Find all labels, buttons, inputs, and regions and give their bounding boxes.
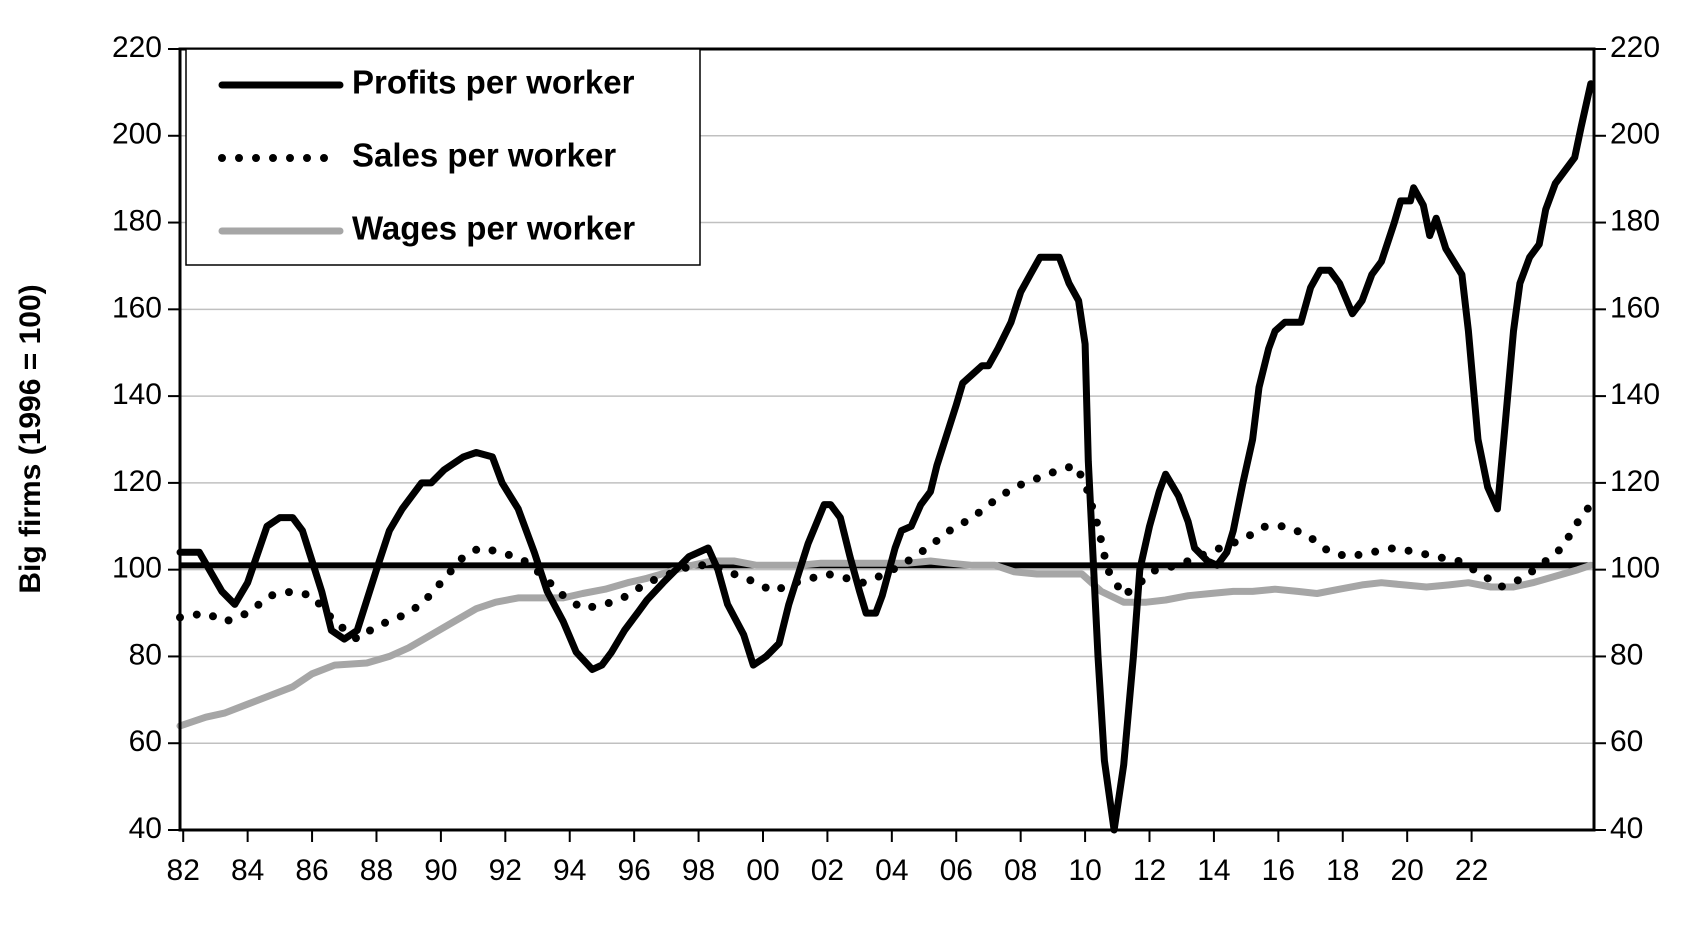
x-tick-label: 82 [167, 854, 200, 887]
y-tick-label: 220 [112, 31, 162, 64]
series-line [176, 80, 1595, 834]
legend-label: Wages per worker [352, 210, 635, 247]
y-tick-label: 140 [112, 378, 162, 411]
y-axis-label: Big firms (1996 = 100) [14, 284, 47, 593]
y2-tick-label: 220 [1610, 31, 1660, 64]
y2-tick-label: 80 [1610, 638, 1643, 671]
x-tick-label: 16 [1262, 854, 1295, 887]
x-tick-label: 02 [811, 854, 844, 887]
y2-tick-label: 60 [1610, 725, 1643, 758]
x-tick-label: 14 [1197, 854, 1230, 887]
y-tick-label: 80 [129, 638, 162, 671]
y2-tick-label: 180 [1610, 204, 1660, 237]
y-tick-label: 160 [112, 291, 162, 324]
y2-tick-label: 200 [1610, 118, 1660, 151]
y-tick-label: 200 [112, 118, 162, 151]
x-tick-label: 00 [746, 854, 779, 887]
x-tick-label: 98 [682, 854, 715, 887]
x-tick-label: 96 [617, 854, 650, 887]
y-tick-label: 100 [112, 552, 162, 585]
x-tick-label: 88 [360, 854, 393, 887]
y-tick-label: 60 [129, 725, 162, 758]
x-tick-label: 08 [1004, 854, 1037, 887]
x-tick-label: 90 [424, 854, 457, 887]
x-tick-label: 12 [1133, 854, 1166, 887]
x-tick-label: 04 [875, 854, 908, 887]
x-tick-label: 84 [231, 854, 264, 887]
x-tick-label: 18 [1326, 854, 1359, 887]
y2-tick-label: 160 [1610, 291, 1660, 324]
x-tick-label: 20 [1390, 854, 1423, 887]
series-line [176, 557, 1595, 730]
y-tick-label: 180 [112, 204, 162, 237]
x-tick-label: 06 [940, 854, 973, 887]
x-tick-label: 22 [1455, 854, 1488, 887]
y2-tick-label: 120 [1610, 465, 1660, 498]
x-tick-label: 92 [489, 854, 522, 887]
x-tick-label: 86 [295, 854, 328, 887]
y2-tick-label: 140 [1610, 378, 1660, 411]
legend-label: Profits per worker [352, 64, 635, 101]
y-tick-label: 40 [129, 812, 162, 845]
plot-frame [178, 47, 1596, 832]
legend-label: Sales per worker [352, 137, 616, 174]
series-line [176, 460, 1595, 645]
y2-tick-label: 40 [1610, 812, 1643, 845]
y-tick-label: 120 [112, 465, 162, 498]
x-tick-label: 10 [1068, 854, 1101, 887]
x-tick-label: 94 [553, 854, 586, 887]
y2-tick-label: 100 [1610, 552, 1660, 585]
